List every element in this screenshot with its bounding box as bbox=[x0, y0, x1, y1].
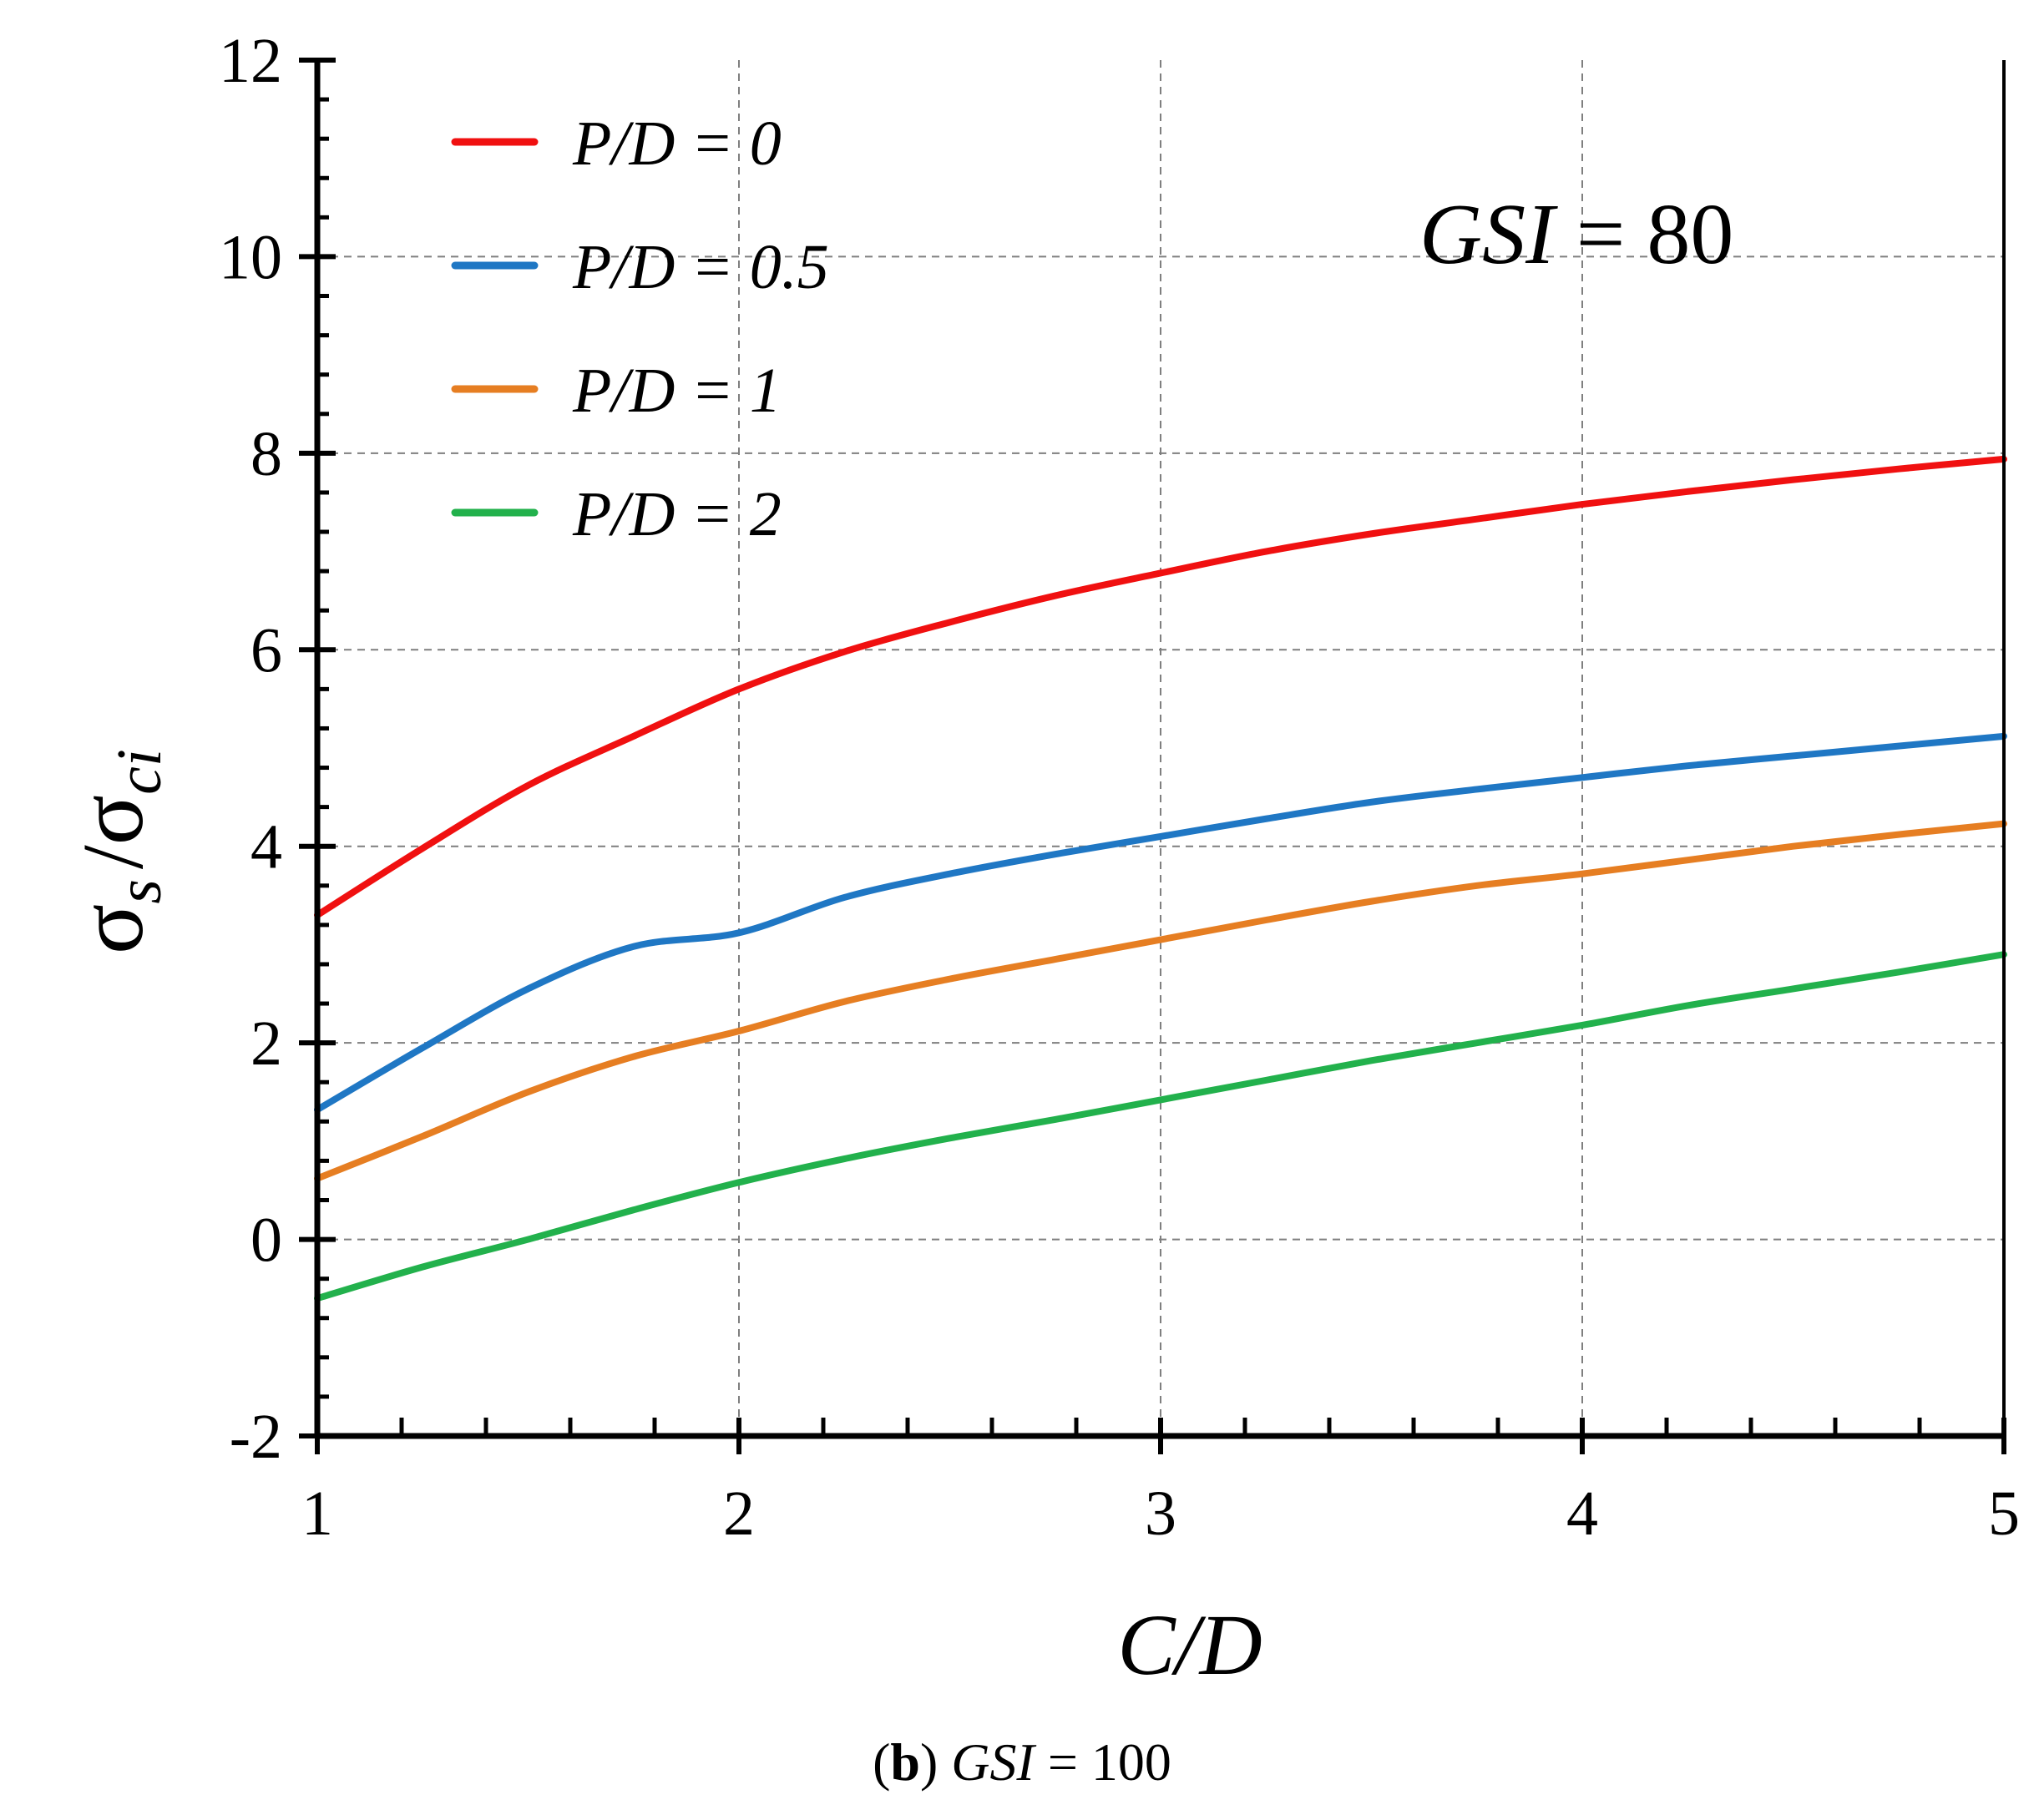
legend-label-0: P/D = 0 bbox=[572, 109, 782, 179]
gsi-annotation-suffix: = 80 bbox=[1555, 186, 1734, 282]
caption-close-paren: ) bbox=[920, 1732, 938, 1792]
x-tick-label: 4 bbox=[1566, 1479, 1598, 1549]
series-line-0 bbox=[314, 455, 2007, 919]
caption-open-paren: ( bbox=[873, 1732, 890, 1792]
y-tick-label: 10 bbox=[219, 222, 282, 292]
series-line-1 bbox=[314, 732, 2007, 1114]
y-tick-label: 6 bbox=[250, 615, 282, 685]
caption-prefix: GSI bbox=[951, 1732, 1036, 1792]
y-axis-title-sub-ci: ci bbox=[104, 749, 175, 795]
legend-label-3: P/D = 2 bbox=[572, 479, 782, 549]
y-tick-label: 2 bbox=[250, 1009, 282, 1079]
y-tick-label: 0 bbox=[250, 1206, 282, 1276]
legend-label-1: P/D = 0.5 bbox=[572, 232, 829, 302]
y-tick-label: 12 bbox=[219, 26, 282, 96]
caption-suffix: = 100 bbox=[1035, 1732, 1171, 1792]
gsi-annotation-prefix: GSI bbox=[1419, 186, 1558, 282]
x-tick-label: 5 bbox=[1988, 1479, 2020, 1549]
gsi-annotation: GSI = 80 bbox=[1419, 186, 1733, 282]
y-tick-label: -2 bbox=[230, 1402, 282, 1472]
series-line-2 bbox=[314, 820, 2007, 1182]
x-tick-label: 1 bbox=[301, 1479, 333, 1549]
tick-marks bbox=[299, 58, 2006, 1454]
y-tick-label: 4 bbox=[250, 812, 282, 882]
y-axis-title-sigma: σ bbox=[59, 904, 163, 954]
y-axis-title-sigma-2: σ bbox=[59, 795, 163, 845]
grid-lines bbox=[317, 60, 2004, 1436]
y-axis-title-sub-s: s bbox=[104, 879, 175, 904]
legend: P/D = 0 P/D = 0.5 P/D = 1 P/D = 2 bbox=[451, 109, 829, 549]
y-tick-label: 8 bbox=[250, 419, 282, 489]
x-axis-title: C/D bbox=[1117, 1597, 1262, 1693]
legend-label-2: P/D = 1 bbox=[572, 356, 782, 426]
y-axis-title: σs/σci bbox=[59, 749, 175, 954]
x-tick-label: 2 bbox=[723, 1479, 755, 1549]
series-line-3 bbox=[314, 951, 2007, 1302]
y-axis-title-slash: / bbox=[65, 845, 161, 869]
caption-letter: b bbox=[890, 1732, 920, 1792]
series-lines bbox=[314, 455, 2007, 1302]
figure-caption: (b) GSI = 100 bbox=[873, 1732, 1171, 1792]
x-tick-label: 3 bbox=[1145, 1479, 1176, 1549]
